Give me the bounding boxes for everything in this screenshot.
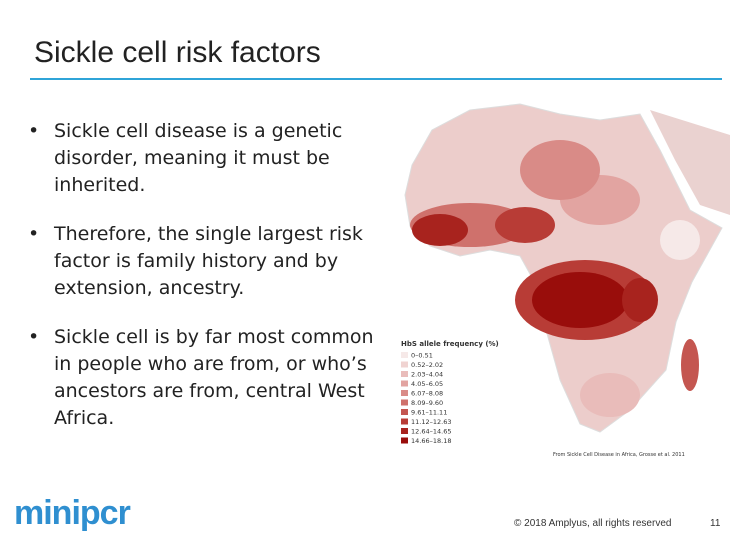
legend-swatch <box>401 437 408 444</box>
bullet-list: Sickle cell disease is a genetic disorde… <box>28 118 378 454</box>
heat <box>520 140 600 200</box>
legend-swatch <box>401 380 408 387</box>
legend-swatch <box>401 390 408 396</box>
bullet: Therefore, the single largest risk facto… <box>28 221 378 302</box>
legend-label: 12.64–14.65 <box>411 428 451 436</box>
legend-label: 9.61–11.11 <box>411 409 447 417</box>
heat <box>580 373 640 417</box>
legend-swatch <box>401 428 408 434</box>
title: Sickle cell risk factors <box>34 36 321 69</box>
caption: From Sickle Cell Disease in Africa, Gros… <box>553 452 685 458</box>
bullet: Sickle cell disease is a genetic disorde… <box>28 118 378 199</box>
legend-swatch <box>401 371 408 377</box>
legend-swatch <box>401 352 408 358</box>
legend-label: 8.09–9.60 <box>411 399 443 407</box>
page-number: 11 <box>710 518 721 529</box>
logo: minipcr <box>14 494 131 532</box>
heat <box>660 220 700 260</box>
title-rule <box>30 78 722 80</box>
legend-label: 11.12–12.63 <box>411 418 451 426</box>
copyright: © 2018 Amplyus, all rights reserved <box>514 518 672 529</box>
legend-swatch <box>401 361 408 368</box>
heat <box>622 278 658 322</box>
madagascar <box>681 339 699 391</box>
heat <box>495 207 555 243</box>
heat <box>412 214 468 246</box>
legend-label: 6.07–8.08 <box>411 390 443 398</box>
legend-label: 0.52–2.02 <box>411 361 443 369</box>
heat <box>532 272 628 328</box>
legend-swatch <box>401 418 408 425</box>
legend-swatch <box>401 399 408 406</box>
legend-label: 4.05–6.05 <box>411 380 443 388</box>
legend-label: 14.66–18.18 <box>411 437 451 445</box>
legend-label: 2.03–4.04 <box>411 371 443 379</box>
legend-title: HbS allele frequency (%) <box>401 340 499 348</box>
arabia <box>650 110 730 215</box>
bullet: Sickle cell is by far most common in peo… <box>28 324 378 432</box>
legend: HbS allele frequency (%) 0–0.510.52–2.02… <box>401 340 499 445</box>
legend-swatch <box>401 409 408 415</box>
legend-label: 0–0.51 <box>411 352 433 360</box>
